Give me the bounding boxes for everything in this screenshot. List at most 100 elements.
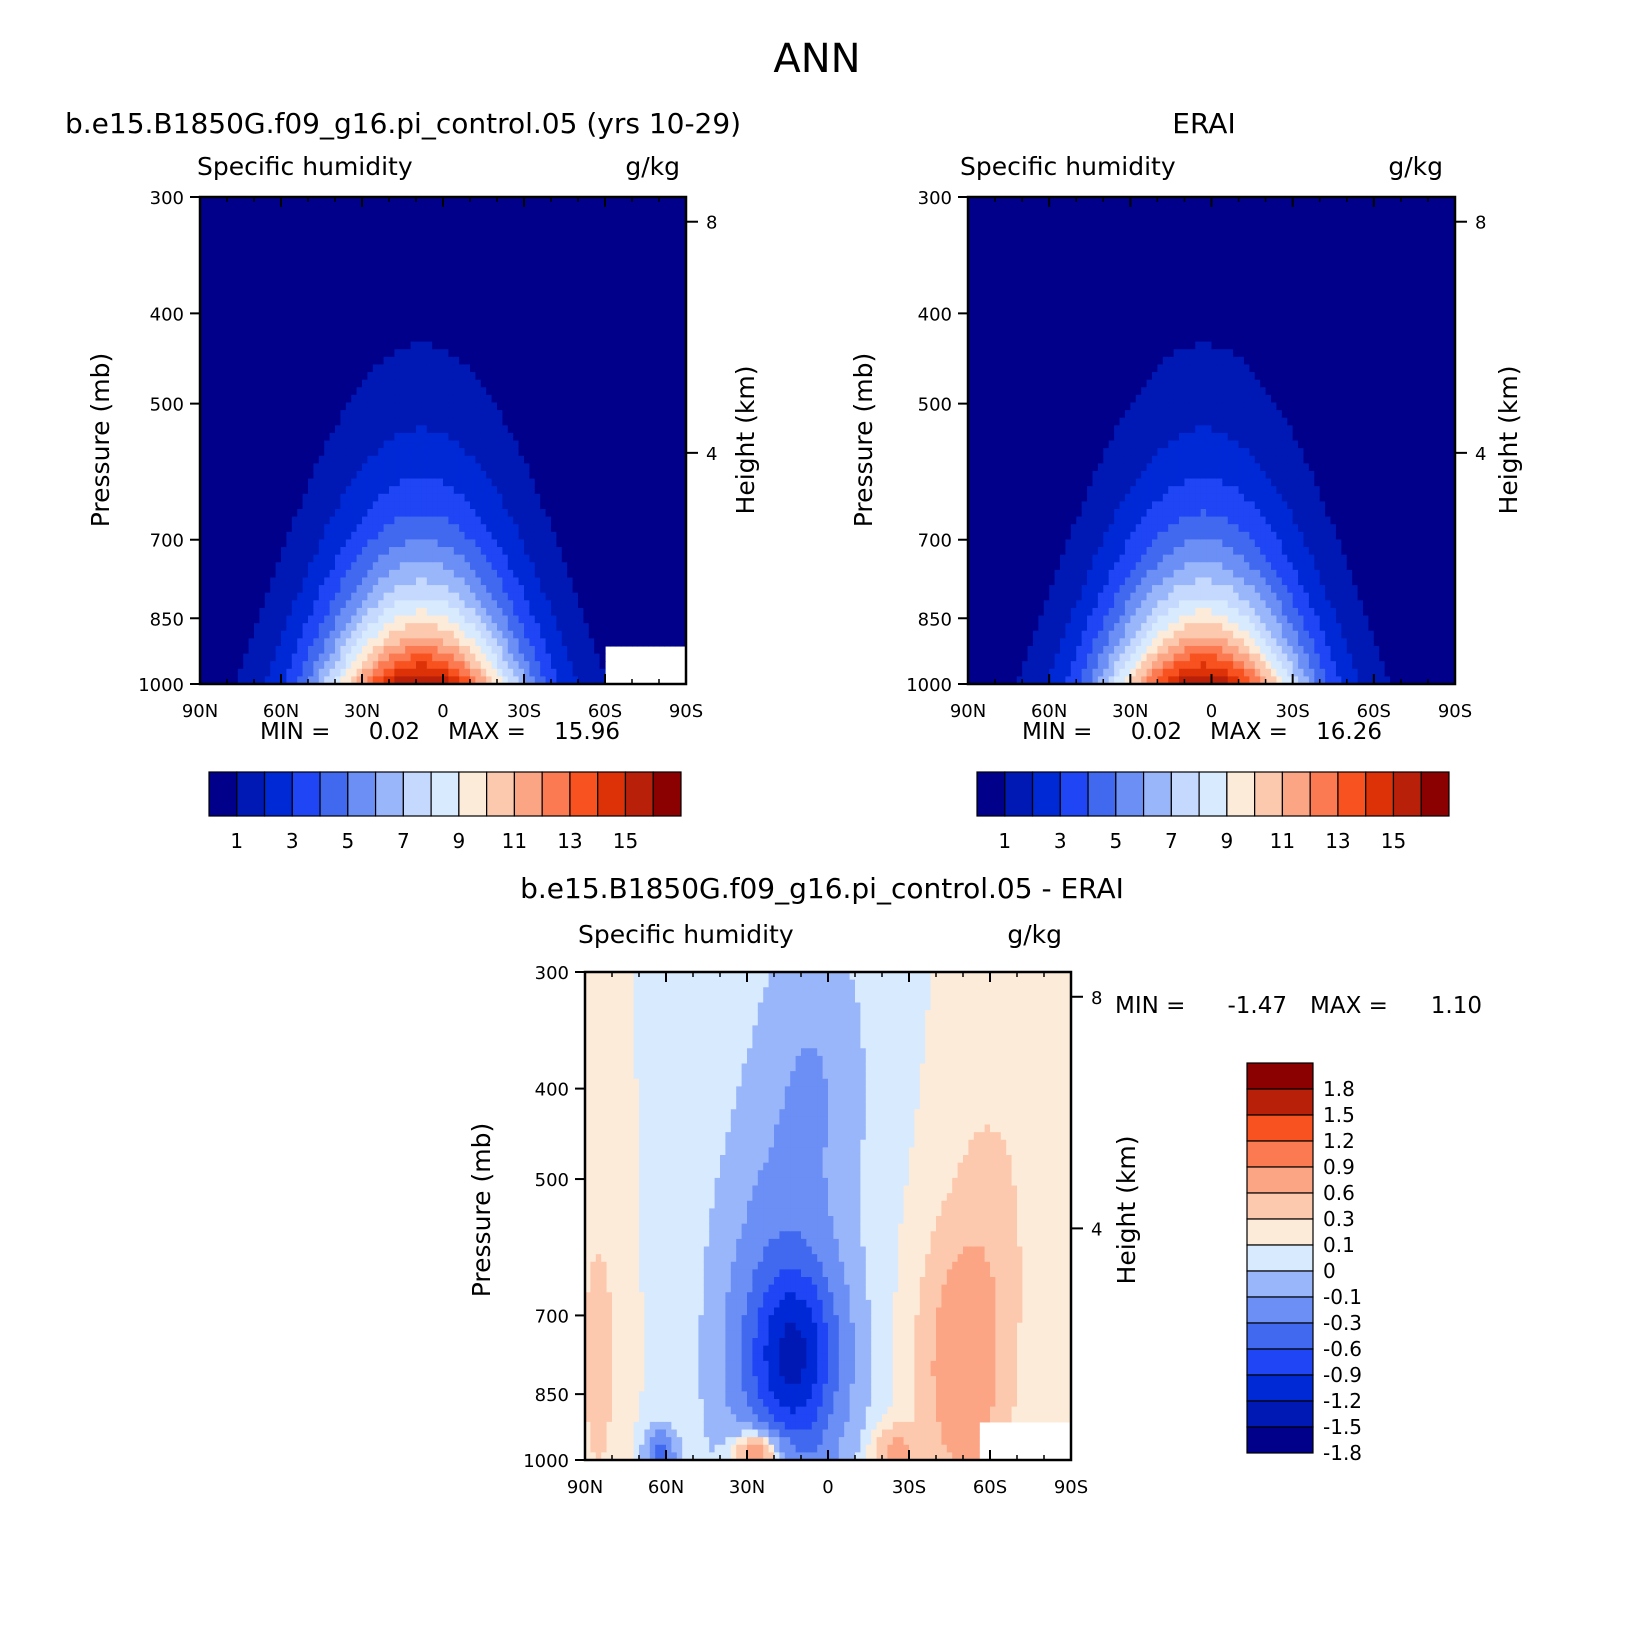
heatmap-cell (529, 508, 536, 518)
heatmap-cell (443, 478, 449, 487)
heatmap-cell (416, 394, 422, 404)
heatmap-cell (243, 455, 250, 464)
heatmap-cell (318, 219, 325, 229)
heatmap-cell (475, 242, 482, 251)
heatmap-cell (389, 547, 395, 556)
heatmap-cell (437, 341, 444, 350)
heatmap-cell (345, 273, 352, 282)
heatmap-cell (572, 387, 579, 396)
heatmap-cell (318, 432, 325, 442)
heatmap-cell (394, 668, 401, 677)
heatmap-cell (378, 242, 385, 251)
heatmap-cell (243, 470, 250, 480)
heatmap-cell (270, 280, 277, 289)
heatmap-cell (545, 333, 552, 343)
heatmap-cell (335, 219, 341, 229)
heatmap-cell (216, 250, 223, 259)
heatmap-cell (324, 364, 331, 373)
heatmap-cell (459, 432, 466, 442)
heatmap-cell (232, 600, 239, 609)
heatmap-cell (291, 486, 298, 495)
heatmap-cell (453, 455, 460, 464)
heatmap-cell (599, 562, 606, 571)
heatmap-cell (491, 524, 498, 533)
heatmap-cell (291, 478, 298, 487)
heatmap-cell (561, 311, 568, 320)
heatmap-cell (383, 569, 390, 579)
heatmap-cell (561, 501, 568, 510)
heatmap-cell (313, 440, 320, 449)
heatmap-cell (502, 508, 509, 518)
heatmap-cell (389, 212, 395, 221)
heatmap-cell (432, 645, 439, 655)
heatmap-cell (421, 402, 428, 411)
heatmap-cell (318, 333, 325, 343)
heatmap-cell (291, 235, 298, 244)
heatmap-cell (383, 295, 390, 305)
heatmap-cell (340, 288, 347, 297)
heatmap-cell (475, 235, 482, 244)
heatmap-cell (227, 280, 233, 289)
heatmap-cell (491, 638, 498, 647)
heatmap-cell (540, 257, 547, 267)
heatmap-cell (416, 349, 422, 358)
heatmap-cell (324, 440, 331, 449)
heatmap-cell (345, 554, 352, 563)
heatmap-cell (259, 501, 266, 510)
heatmap-cell (302, 455, 309, 464)
heatmap-cell (540, 547, 547, 556)
heatmap-cell (243, 387, 250, 396)
heatmap-cell (443, 417, 449, 426)
heatmap-cell (335, 257, 341, 267)
heatmap-cell (221, 356, 228, 366)
heatmap-cell (243, 432, 250, 442)
heatmap-cell (340, 372, 347, 381)
heatmap-cell (491, 432, 498, 442)
heatmap-cell (443, 219, 449, 229)
heatmap-cell (524, 303, 530, 312)
heatmap-cell (254, 417, 260, 426)
heatmap-cell (237, 592, 244, 601)
heatmap-cell (561, 508, 568, 518)
heatmap-cell (534, 577, 541, 586)
heatmap-cell (378, 539, 385, 548)
heatmap-cell (540, 661, 547, 670)
heatmap-cell (383, 219, 390, 229)
heatmap-cell (507, 204, 514, 213)
heatmap-cell (583, 440, 590, 449)
heatmap-cell (243, 273, 250, 282)
heatmap-cell (480, 676, 487, 685)
heatmap-cell (524, 204, 530, 213)
heatmap-cell (524, 364, 530, 373)
heatmap-cell (270, 197, 277, 206)
heatmap-cell (351, 387, 358, 396)
heatmap-cell (270, 227, 277, 236)
heatmap-cell (254, 630, 260, 639)
heatmap-cell (210, 554, 217, 563)
heatmap-cell (372, 410, 379, 419)
heatmap-cell (286, 364, 293, 373)
heatmap-cell (394, 402, 401, 411)
heatmap-cell (248, 539, 255, 548)
heatmap-cell (605, 516, 611, 525)
heatmap-cell (399, 280, 406, 289)
heatmap-cell (518, 676, 525, 685)
heatmap-cell (367, 341, 374, 350)
heatmap-cell (561, 478, 568, 487)
heatmap-cell (583, 562, 590, 571)
heatmap-cell (378, 288, 385, 297)
heatmap-cell (578, 478, 584, 487)
heatmap-cell (221, 219, 228, 229)
heatmap-cell (264, 661, 271, 670)
heatmap-cell (399, 600, 406, 609)
heatmap-cell (405, 212, 412, 221)
heatmap-cell (221, 508, 228, 518)
heatmap-cell (200, 303, 206, 312)
heatmap-cell (443, 607, 449, 617)
heatmap-cell (200, 470, 206, 480)
heatmap-cell (248, 516, 255, 525)
heatmap-cell (459, 577, 466, 586)
heatmap-cell (254, 257, 260, 267)
heatmap-cell (264, 219, 271, 229)
heatmap-cell (362, 402, 368, 411)
